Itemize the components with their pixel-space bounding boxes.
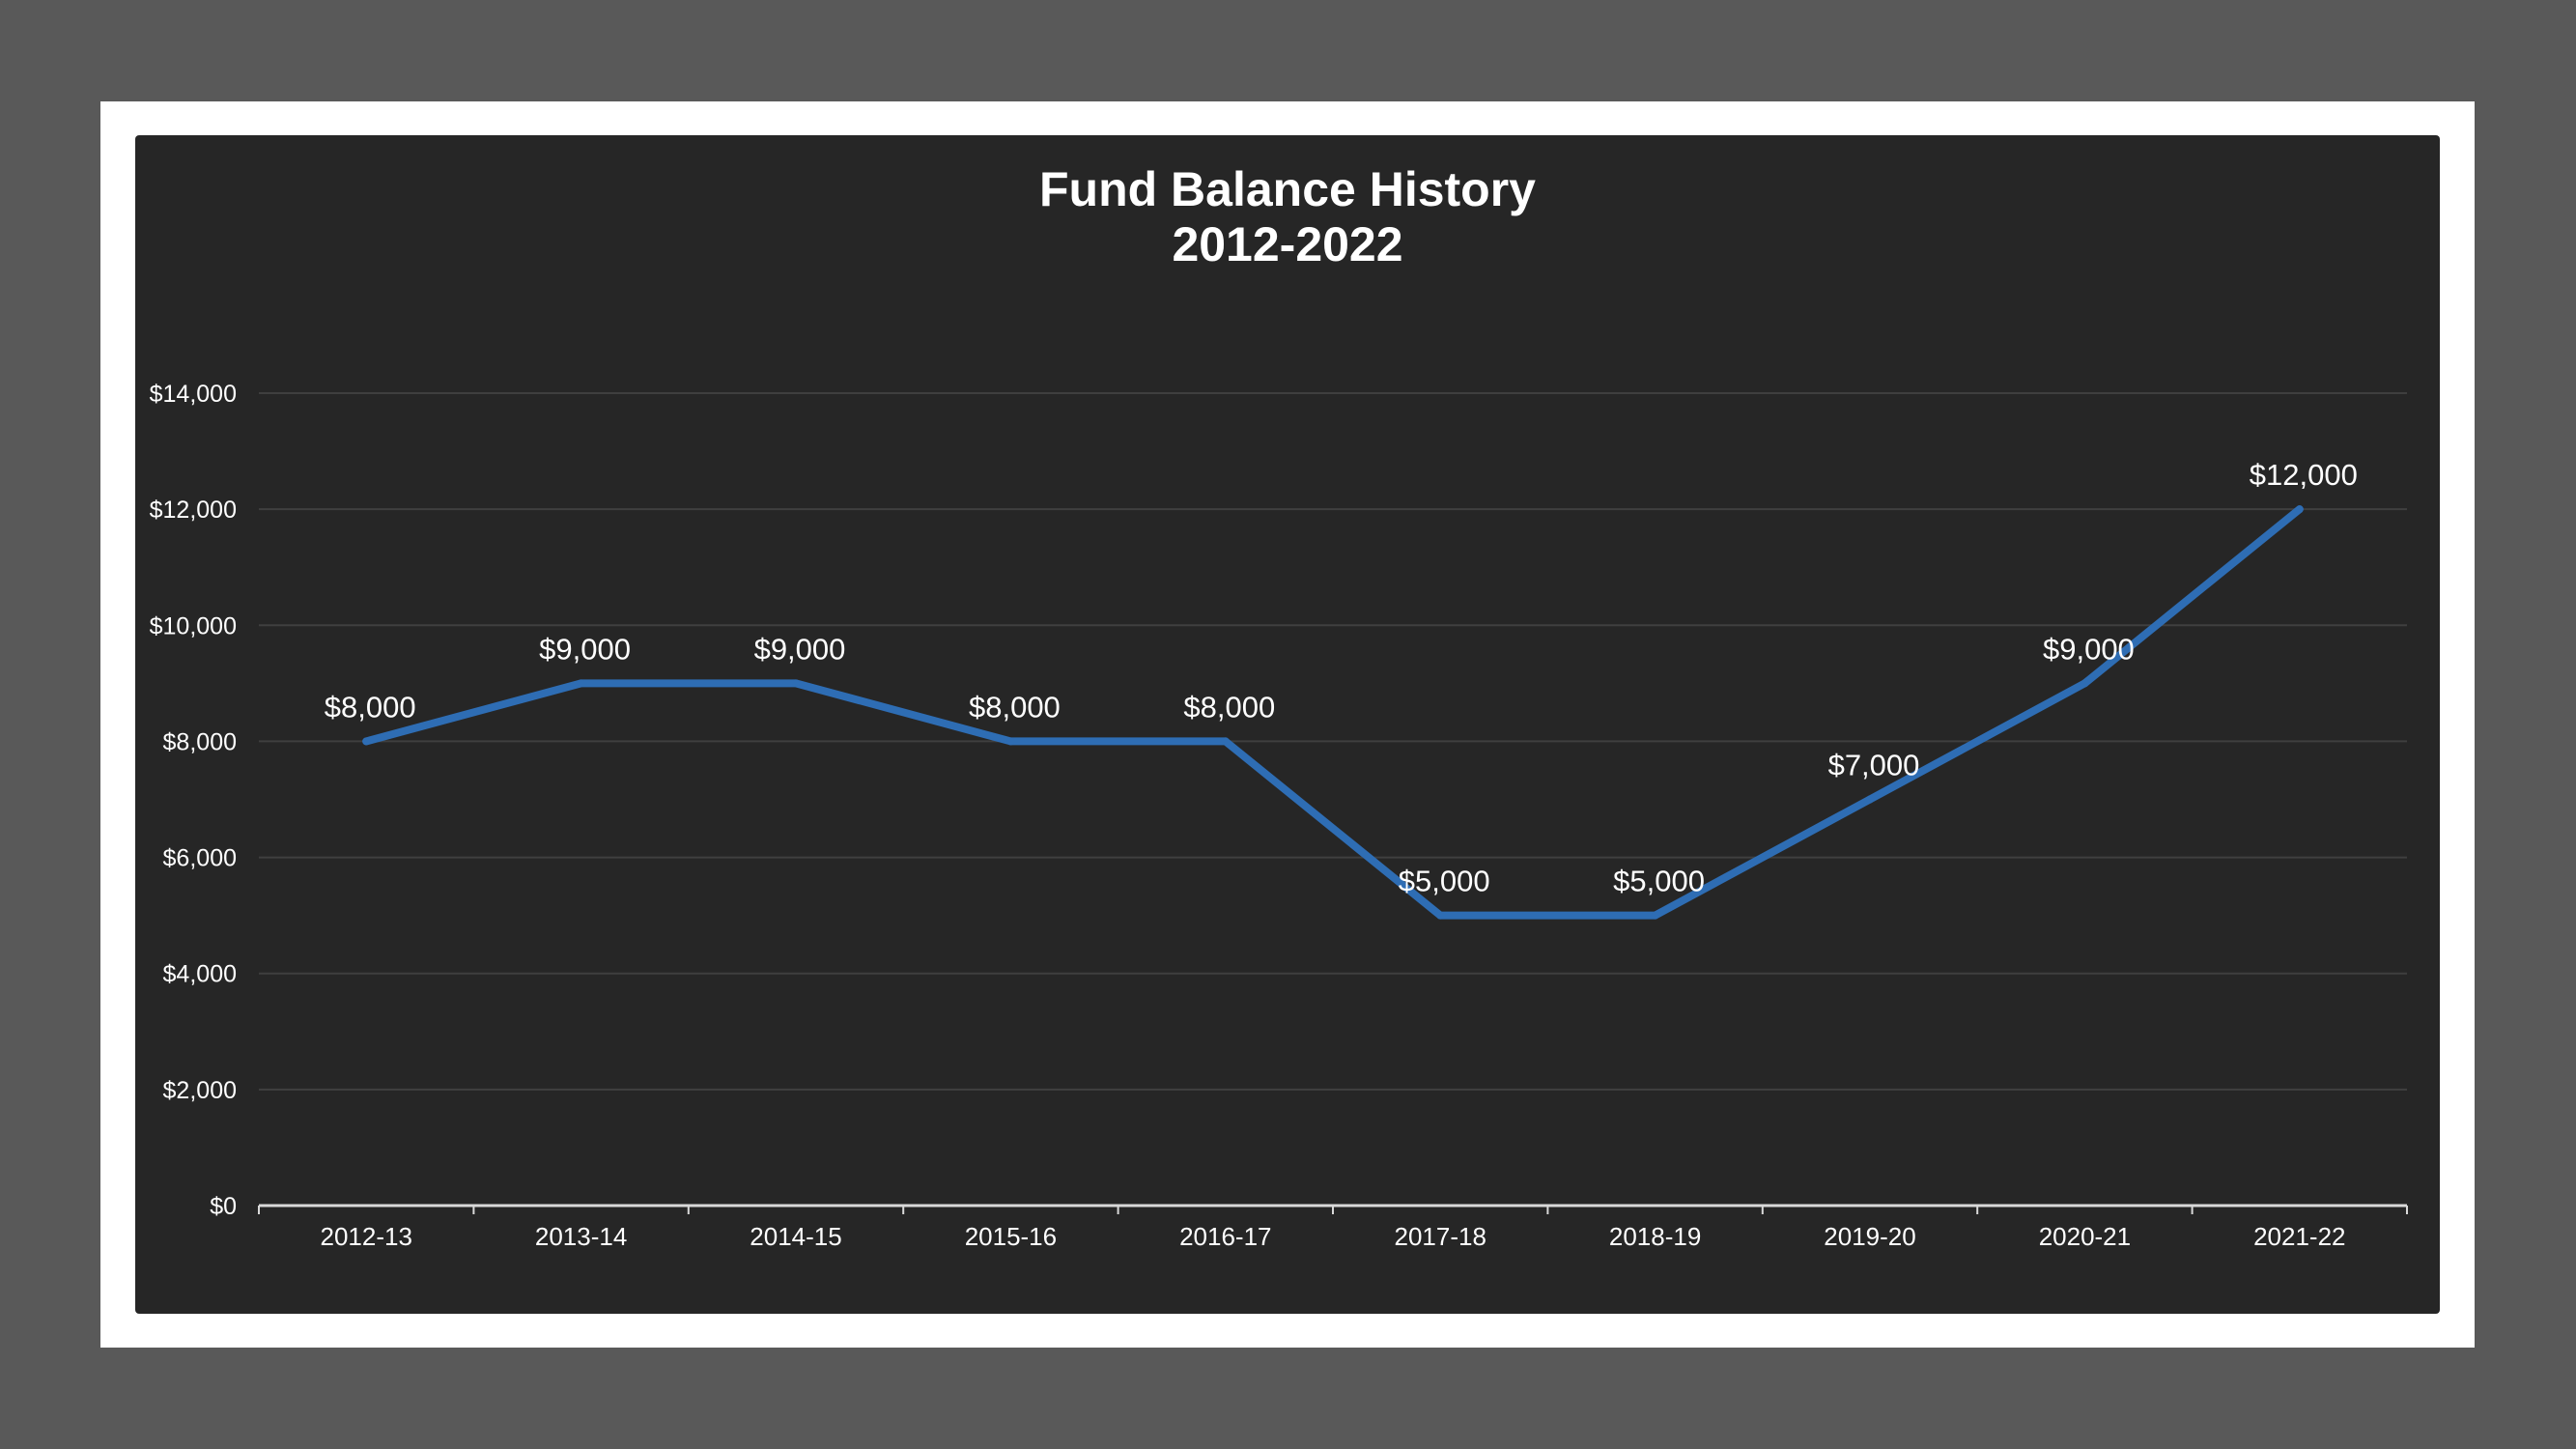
chart-frame: Fund Balance History 2012-2022 $0 $2,000 $… (100, 101, 2475, 1348)
data-label: $9,000 (754, 632, 846, 666)
series-line (362, 505, 2304, 920)
data-point (2295, 505, 2304, 514)
y-tick-label: $8,000 (163, 728, 237, 755)
data-label: $8,000 (325, 690, 416, 724)
x-tick-label: 2021-22 (2253, 1222, 2345, 1251)
data-label: $9,000 (539, 632, 631, 666)
x-tick-label: 2012-13 (320, 1222, 411, 1251)
data-point (1436, 911, 1445, 920)
data-point (1006, 737, 1015, 746)
x-tick-label: 2015-16 (965, 1222, 1057, 1251)
data-point (792, 679, 800, 688)
y-tick-label: $6,000 (163, 845, 237, 872)
series-line-group (362, 505, 2304, 920)
chart-panel: Fund Balance History 2012-2022 $0 $2,000 $… (135, 135, 2440, 1314)
data-point (362, 737, 371, 746)
chart-title: Fund Balance History 2012-2022 (135, 162, 2440, 272)
data-label: $7,000 (1828, 749, 1920, 782)
y-tick-label: $4,000 (163, 961, 237, 988)
data-point (1651, 911, 1659, 920)
x-tick-label: 2018-19 (1609, 1222, 1701, 1251)
gridlines (259, 392, 2407, 1091)
data-point (1866, 795, 1874, 804)
y-tick-label: $14,000 (150, 381, 237, 408)
x-tick-label: 2017-18 (1394, 1222, 1486, 1251)
data-point (577, 679, 585, 688)
x-tick-label: 2013-14 (535, 1222, 627, 1251)
line-chart: $0 $2,000 $4,000 $6,000 $8,000 $10,000 $12,000… (150, 381, 2408, 1251)
data-label: $12,000 (2250, 458, 2358, 492)
x-axis-tick-labels: 2012-13 2013-14 2014-15 2015-16 2016-17 2017-… (320, 1222, 2345, 1251)
x-tick-label: 2020-21 (2039, 1222, 2131, 1251)
data-point (1221, 737, 1230, 746)
data-point (2081, 679, 2089, 688)
x-tick-label: 2014-15 (750, 1222, 841, 1251)
x-tick-label: 2016-17 (1179, 1222, 1271, 1251)
data-label: $9,000 (2043, 632, 2135, 666)
data-label: $8,000 (1183, 690, 1275, 724)
chart-title-line-2: 2012-2022 (1172, 217, 1403, 271)
x-tick-label: 2019-20 (1824, 1222, 1915, 1251)
y-tick-label: $0 (210, 1193, 237, 1220)
x-axis (258, 1204, 2408, 1214)
data-label: $8,000 (969, 690, 1061, 724)
chart-title-line-1: Fund Balance History (1039, 162, 1536, 216)
y-tick-label: $10,000 (150, 612, 237, 639)
data-label: $5,000 (1399, 865, 1490, 898)
y-tick-label: $2,000 (163, 1077, 237, 1104)
y-axis-tick-labels: $0 $2,000 $4,000 $6,000 $8,000 $10,000 $12,000… (150, 381, 237, 1220)
data-labels: $8,000 $9,000 $9,000 $8,000 $8,000 $5,000 $5,0… (325, 458, 2358, 898)
data-label: $5,000 (1613, 865, 1705, 898)
y-tick-label: $12,000 (150, 497, 237, 524)
